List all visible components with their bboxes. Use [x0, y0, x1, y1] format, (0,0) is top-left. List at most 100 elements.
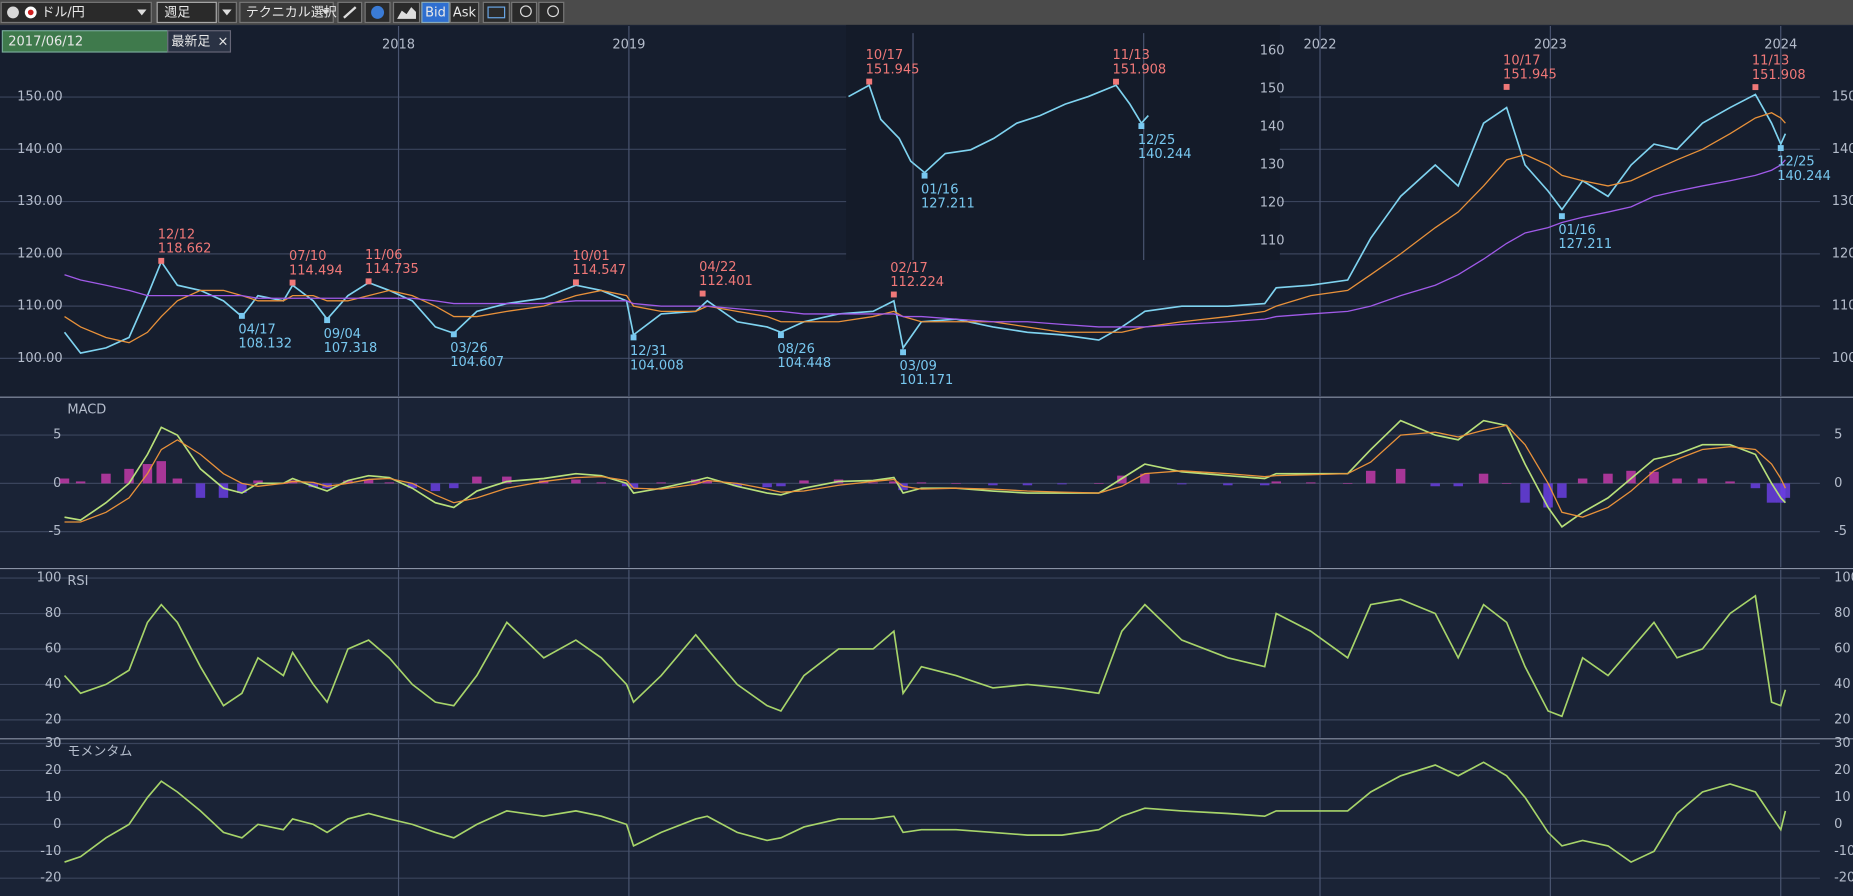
inset-panel: [846, 9, 1280, 261]
histogram-bar: [1750, 483, 1761, 489]
extreme-value: 151.908: [1752, 68, 1806, 83]
pair-select[interactable]: [0, 1, 152, 24]
extreme-marker: [289, 279, 296, 286]
y-tick-label: 120.00: [17, 246, 62, 261]
extreme-marker: [1503, 83, 1510, 90]
y-tick-label: 60: [45, 641, 62, 656]
zoom-in-button[interactable]: [538, 1, 565, 24]
extreme-date: 04/17: [238, 323, 275, 338]
series-line: [64, 761, 1787, 864]
series-line: [63, 594, 1787, 718]
y-tick-label: 110: [1260, 234, 1285, 249]
y-tick-label: 30: [1834, 736, 1851, 751]
pencil-icon: [343, 6, 357, 19]
histogram-bar: [951, 483, 961, 484]
close-button[interactable]: ×: [217, 34, 228, 49]
extreme-value: 104.448: [777, 356, 831, 371]
extreme-date: 02/17: [890, 261, 927, 276]
series-line: [848, 84, 1149, 174]
y-tick-label: 100: [37, 571, 62, 586]
histogram-bar: [1430, 483, 1440, 487]
flag-jp-dot: [27, 9, 34, 16]
extreme-marker: [365, 278, 372, 285]
extreme-value: 112.401: [699, 274, 753, 289]
latest-button[interactable]: [167, 30, 232, 53]
extreme-value: 108.132: [238, 337, 292, 352]
extreme-value: 151.908: [1112, 62, 1166, 77]
series-line: [64, 419, 1787, 528]
histogram-bar: [1395, 468, 1406, 484]
histogram-bar: [1365, 470, 1376, 484]
x-tick-label: 2019: [612, 37, 645, 52]
y-tick-label: -5: [48, 524, 61, 539]
dropdown-arrow: [137, 9, 147, 16]
y-tick-label: -10: [1834, 844, 1853, 859]
y-tick-label: 30: [45, 736, 62, 751]
extreme-value: 114.735: [365, 262, 419, 277]
zoom-icon: [547, 5, 559, 18]
bid-button[interactable]: [421, 1, 450, 24]
y-tick-label: 150.00: [17, 90, 62, 105]
extreme-date: 11/13: [1752, 54, 1789, 69]
toolbar: ドル/円 週足 テクニカル選択 Bid Ask 2017/06/12 最新足 ×: [0, 0, 1853, 53]
scale-button[interactable]: [482, 1, 510, 24]
x-tick-label: 2023: [1534, 37, 1567, 52]
y-tick-label: 140: [1832, 142, 1853, 157]
extreme-value: 151.945: [1503, 68, 1557, 83]
histogram-bar: [1140, 473, 1150, 484]
extreme-value: 151.945: [866, 62, 920, 77]
y-tick-label: 140.00: [17, 142, 62, 157]
histogram-bar: [172, 478, 183, 484]
extreme-marker: [890, 291, 897, 298]
y-tick-label: 100.00: [17, 351, 62, 366]
histogram-bar: [1453, 483, 1463, 487]
x-tick-label: 2018: [382, 37, 415, 52]
extreme-marker: [699, 290, 706, 297]
y-tick-label: 120: [1260, 196, 1285, 211]
histogram-bar: [253, 480, 263, 484]
extreme-value: 127.211: [921, 196, 975, 211]
info-icon: [371, 5, 385, 19]
y-tick-label: 0: [1834, 476, 1842, 491]
histogram-bar: [218, 483, 229, 498]
y-tick-label: -20: [1834, 871, 1853, 886]
histogram-bar: [308, 483, 319, 488]
y-tick-label: 0: [53, 476, 61, 491]
y-tick-label: -5: [1834, 524, 1847, 539]
technical-label: テクニカル選択: [246, 6, 337, 21]
histogram-bar: [1022, 483, 1033, 486]
histogram-bar: [472, 476, 482, 484]
histogram-bar: [59, 478, 70, 484]
y-tick-label: 20: [1834, 712, 1851, 727]
histogram-bar: [762, 483, 772, 488]
ask-button[interactable]: [449, 1, 480, 24]
extreme-date: 12/12: [158, 227, 195, 242]
extreme-date: 11/13: [1112, 48, 1149, 63]
extreme-date: 07/10: [289, 249, 326, 264]
y-tick-label: -20: [40, 871, 61, 886]
y-tick-label: 100: [1832, 351, 1853, 366]
dropdown-arrow: [222, 9, 232, 16]
histogram-bar: [868, 482, 878, 484]
y-tick-label: 0: [1834, 817, 1842, 832]
extreme-date: 10/01: [572, 249, 609, 264]
extreme-date: 11/06: [365, 248, 402, 263]
extreme-marker: [238, 312, 245, 319]
histogram-bar: [988, 483, 998, 486]
histogram-bar: [75, 481, 86, 484]
period-select[interactable]: [156, 1, 217, 24]
zoom-out-button[interactable]: [511, 1, 538, 24]
technical-select[interactable]: [239, 1, 334, 24]
y-tick-label: 20: [45, 763, 62, 778]
latest-label: 最新足: [171, 33, 210, 49]
histogram-bar: [1649, 471, 1659, 484]
extreme-marker: [1113, 78, 1119, 85]
y-tick-label: 20: [1834, 763, 1851, 778]
series-line: [64, 112, 1786, 344]
histogram-bar: [889, 481, 899, 484]
histogram-bar: [1342, 483, 1353, 484]
extreme-marker: [158, 257, 165, 264]
y-tick-label: -10: [40, 844, 61, 859]
extreme-value: 127.211: [1558, 237, 1612, 252]
